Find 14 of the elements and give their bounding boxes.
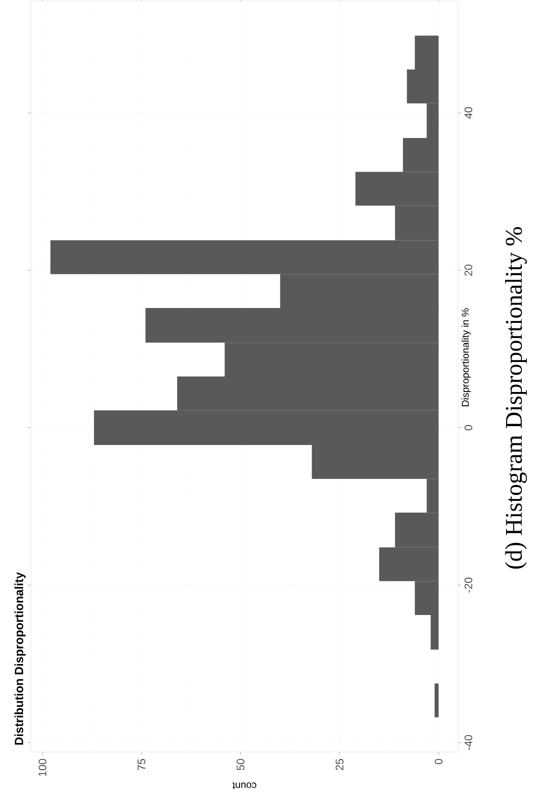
x-tick-label: 0 xyxy=(434,758,442,764)
x-tick-label: 50 xyxy=(236,758,244,770)
y-tick-label: 40 xyxy=(464,107,472,119)
y-tick-label: 20 xyxy=(464,264,472,276)
x-axis-title: count xyxy=(232,782,256,790)
x-tick-label: 75 xyxy=(138,758,146,770)
x-tick-label: 25 xyxy=(336,758,344,770)
y-tick-label: 0 xyxy=(464,425,472,430)
x-tick-label: 100 xyxy=(38,758,46,776)
text: (d) Histogram Disproportionality % xyxy=(505,227,527,569)
y-tick-label: -20 xyxy=(464,578,472,593)
y-tick-label: -40 xyxy=(464,735,472,750)
y-axis-title: Disproportionality in % xyxy=(462,308,471,406)
text: Distribution Disproportionality xyxy=(14,572,26,745)
